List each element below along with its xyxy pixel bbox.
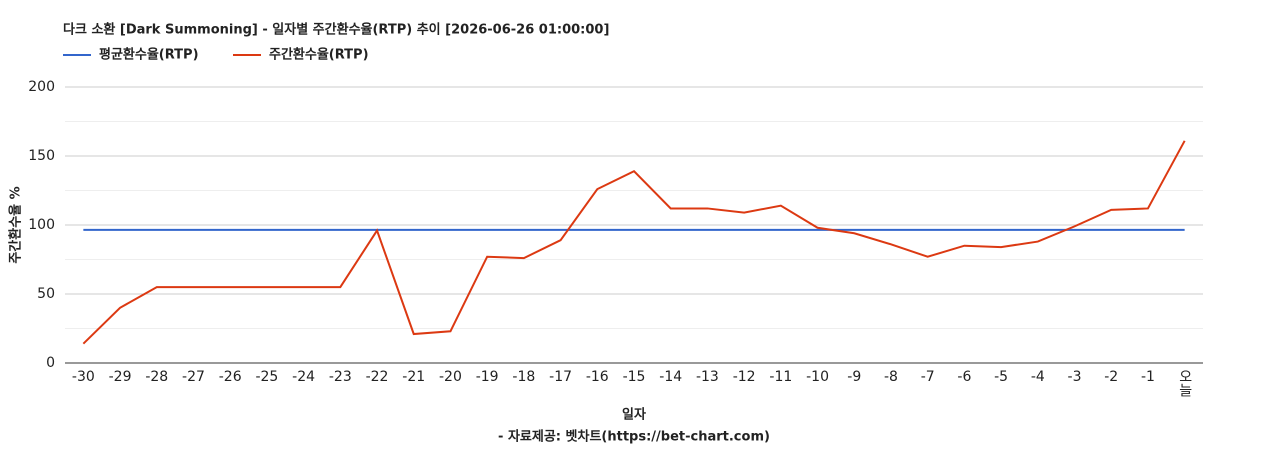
chart-title: 다크 소환 [Dark Summoning] - 일자별 주간환수율(RTP) … bbox=[63, 22, 609, 38]
y-tick-label: 200 bbox=[28, 79, 55, 95]
source: - 자료제공: 벳차트(https://bet-chart.com) bbox=[498, 429, 770, 445]
x-tick-label: -7 bbox=[921, 369, 935, 385]
series-line bbox=[82, 140, 1186, 345]
y-axis-label: 주간환수율 % bbox=[8, 186, 24, 263]
x-tick-label: -21 bbox=[402, 369, 425, 385]
x-tick-label: -23 bbox=[329, 369, 352, 385]
x-tick-label: -16 bbox=[586, 369, 609, 385]
y-tick-label: 150 bbox=[28, 148, 55, 164]
x-tick-label: -9 bbox=[847, 369, 861, 385]
y-tick-label: 0 bbox=[46, 355, 55, 371]
x-tick-label: -30 bbox=[72, 369, 95, 385]
x-tick-label: -27 bbox=[182, 369, 205, 385]
x-tick-label: -24 bbox=[292, 369, 315, 385]
x-tick-label: -15 bbox=[623, 369, 646, 385]
x-tick-label: -8 bbox=[884, 369, 898, 385]
x-tick-label: -22 bbox=[366, 369, 389, 385]
x-tick-label: -13 bbox=[696, 369, 719, 385]
x-tick-label: -5 bbox=[994, 369, 1008, 385]
x-tick-label: -18 bbox=[512, 369, 535, 385]
x-tick-label: -1 bbox=[1141, 369, 1155, 385]
x-tick-label: -17 bbox=[549, 369, 572, 385]
legend-label: 평균환수율(RTP) bbox=[99, 47, 199, 63]
x-tick-label: -11 bbox=[769, 369, 792, 385]
x-tick-label: -29 bbox=[109, 369, 132, 385]
x-tick-label: -10 bbox=[806, 369, 829, 385]
x-tick-label: -6 bbox=[957, 369, 971, 385]
x-axis-label: 일자 bbox=[622, 408, 646, 423]
y-tick-label: 50 bbox=[37, 286, 55, 302]
x-tick-label: -25 bbox=[255, 369, 278, 385]
x-tick-label: -20 bbox=[439, 369, 462, 385]
x-tick-label: -14 bbox=[659, 369, 682, 385]
x-tick-label: -28 bbox=[145, 369, 168, 385]
x-tick-label: -3 bbox=[1068, 369, 1082, 385]
x-tick-label: -26 bbox=[219, 369, 242, 385]
x-tick-label: -19 bbox=[476, 369, 499, 385]
x-tick-label: 오늘 bbox=[1177, 369, 1193, 397]
y-tick-label: 100 bbox=[28, 217, 55, 233]
x-tick-label: -4 bbox=[1031, 369, 1045, 385]
legend-label: 주간환수율(RTP) bbox=[269, 47, 369, 63]
x-tick-label: -2 bbox=[1104, 369, 1118, 385]
x-tick-label: -12 bbox=[733, 369, 756, 385]
